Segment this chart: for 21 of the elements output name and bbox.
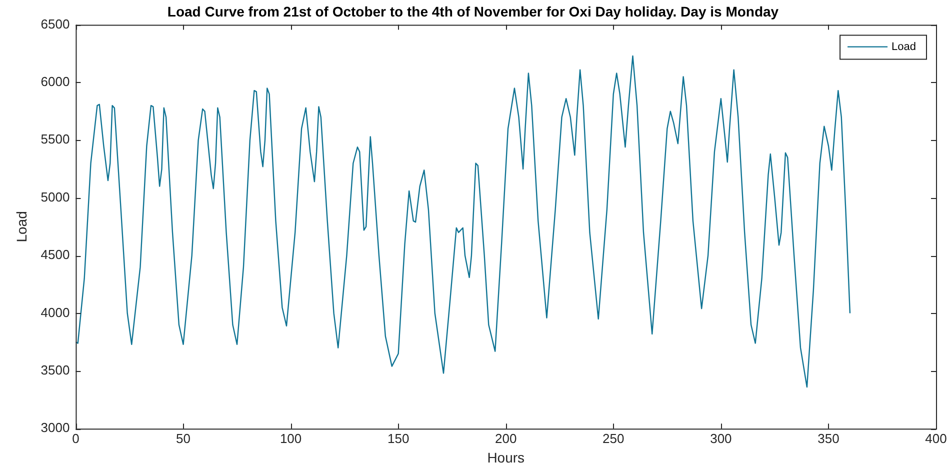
- y-tick-label: 5500: [40, 132, 70, 147]
- x-tick-label: 200: [495, 430, 517, 446]
- x-tick-label: 350: [818, 430, 840, 446]
- y-tick-label: 3500: [40, 362, 70, 378]
- y-tick-label: 5000: [40, 189, 70, 204]
- x-tick-label: 100: [280, 430, 302, 446]
- x-tick-label: 50: [176, 430, 190, 446]
- x-tick-label: 150: [387, 430, 410, 446]
- y-tick-label: 4000: [40, 304, 70, 320]
- x-axis-title: Hours: [487, 449, 525, 466]
- y-tick-label: 6000: [40, 74, 70, 90]
- y-tick-label: 4500: [40, 247, 70, 262]
- y-tick-label: 3000: [40, 420, 70, 436]
- y-axis-title: Load: [13, 211, 30, 242]
- y-tick-label: 6500: [40, 16, 70, 32]
- legend-label: Load: [892, 40, 916, 53]
- x-tick-label: 300: [710, 430, 732, 446]
- x-tick-label: 400: [925, 430, 947, 446]
- x-tick-label: 0: [72, 430, 80, 446]
- chart-title: Load Curve from 21st of October to the 4th of November for Oxi Day holiday. Day is Monday: [167, 3, 779, 20]
- x-tick-label: 250: [602, 430, 624, 446]
